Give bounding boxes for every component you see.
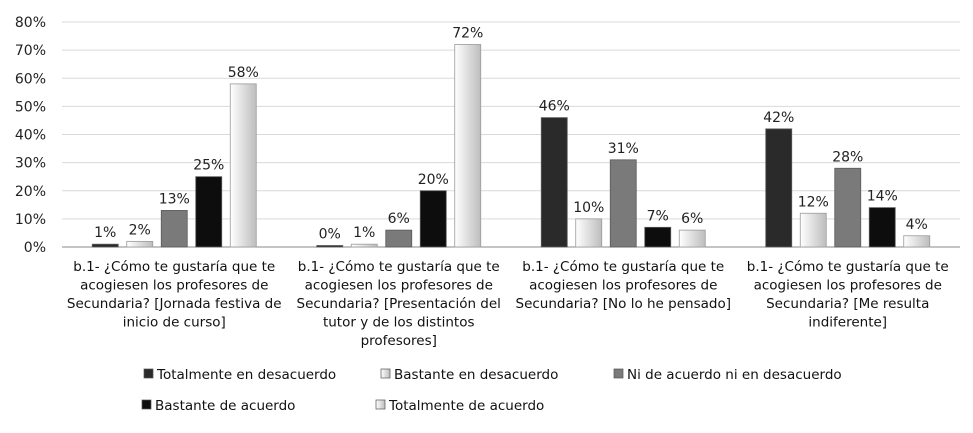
- bar-totalmente-de-acuerdo-4: [903, 235, 931, 248]
- data-label: 6%: [388, 211, 410, 227]
- y-axis: 0% 10% 20% 30% 40% 50% 60% 70% 80%: [15, 15, 46, 256]
- category-label-line: Secundaria? [Jornada festiva de: [67, 296, 282, 312]
- data-label: 25%: [193, 158, 224, 174]
- data-label: 0%: [319, 227, 341, 243]
- legend-label: Totalmente en desacuerdo: [156, 367, 336, 383]
- category-label-line: tutor y de los distintos: [323, 315, 475, 331]
- legend-swatch: [613, 368, 624, 379]
- bar-bastante-en-desacuerdo-4: [799, 212, 827, 248]
- bar-ni-de-acuerdo-ni-en-desacuerdo-1: [160, 210, 188, 248]
- category-label: b.1- ¿Cómo te gustaría que te acogiesen l…: [67, 259, 282, 331]
- data-label: 42%: [763, 110, 794, 126]
- data-label: 31%: [608, 141, 639, 157]
- data-label: 20%: [418, 172, 449, 188]
- legend-swatch: [143, 368, 154, 379]
- y-tick-label: 60%: [15, 71, 46, 87]
- category-label-line: b.1- ¿Cómo te gustaría que te: [747, 259, 949, 275]
- bar-ni-de-acuerdo-ni-en-desacuerdo-3: [609, 159, 637, 248]
- bar-totalmente-de-acuerdo-1: [229, 83, 257, 248]
- y-tick-label: 50%: [15, 99, 46, 115]
- data-label: 10%: [573, 200, 604, 216]
- data-labels: 1% 0% 46% 42% 2% 1% 10% 12% 13% 6% 31% 28% 25% 20% 7% 1…: [94, 26, 928, 243]
- legend-swatch: [380, 368, 391, 379]
- bar-totalmente-en-desacuerdo-3: [540, 117, 568, 248]
- bar-totalmente-en-desacuerdo-1: [91, 243, 119, 248]
- category-label-line: inicio de curso]: [123, 315, 226, 331]
- category-label: b.1- ¿Cómo te gustaría que te acogiesen l…: [297, 259, 501, 349]
- y-tick-label: 80%: [15, 15, 46, 31]
- legend-label: Bastante en desacuerdo: [394, 367, 558, 383]
- bar-ni-de-acuerdo-ni-en-desacuerdo-2: [385, 229, 413, 248]
- data-label: 7%: [647, 208, 669, 224]
- data-label: 2%: [129, 222, 151, 238]
- y-tick-label: 20%: [15, 184, 46, 200]
- y-tick-label: 40%: [15, 128, 46, 144]
- legend-swatch: [375, 399, 386, 410]
- category-label-line: Secundaria? [Presentación del: [297, 296, 501, 312]
- bar-totalmente-de-acuerdo-3: [678, 229, 706, 248]
- legend-label: Ni de acuerdo ni en desacuerdo: [627, 367, 842, 383]
- data-label: 1%: [353, 225, 375, 241]
- category-label-line: b.1- ¿Cómo te gustaría que te: [298, 259, 500, 275]
- bar-bastante-de-acuerdo-3: [644, 226, 672, 248]
- category-label-line: acogiesen los profesores de: [529, 278, 717, 294]
- data-label: 12%: [798, 194, 829, 210]
- category-label-line: acogiesen los profesores de: [80, 278, 268, 294]
- data-label: 6%: [681, 211, 703, 227]
- bar-bastante-en-desacuerdo-1: [126, 240, 154, 248]
- data-label: 13%: [159, 191, 190, 207]
- bar-totalmente-en-desacuerdo-4: [765, 128, 793, 248]
- y-tick-label: 0%: [24, 240, 46, 256]
- legend: Totalmente en desacuerdo Bastante en desa…: [141, 367, 842, 414]
- bar-bastante-en-desacuerdo-3: [575, 218, 603, 248]
- bars: [91, 44, 931, 248]
- data-label: 72%: [452, 26, 483, 42]
- category-label-line: indiferente]: [808, 315, 887, 331]
- category-label-line: profesores]: [361, 333, 437, 349]
- category-label-line: acogiesen los profesores de: [305, 278, 493, 294]
- data-label: 1%: [94, 225, 116, 241]
- x-axis-categories: b.1- ¿Cómo te gustaría que te acogiesen l…: [67, 259, 949, 349]
- bar-totalmente-de-acuerdo-2: [454, 44, 482, 248]
- legend-swatch: [141, 399, 152, 410]
- data-label: 28%: [832, 149, 863, 165]
- y-tick-label: 10%: [15, 212, 46, 228]
- bar-totalmente-en-desacuerdo-2: [316, 245, 344, 248]
- bar-ni-de-acuerdo-ni-en-desacuerdo-4: [834, 167, 862, 248]
- bar-bastante-de-acuerdo-2: [419, 190, 447, 248]
- category-label: b.1- ¿Cómo te gustaría que te acogiesen l…: [516, 259, 732, 312]
- data-label: 14%: [867, 189, 898, 205]
- data-label: 46%: [539, 99, 570, 115]
- category-label-line: Secundaria? [No lo he pensado]: [516, 296, 732, 312]
- category-label-line: b.1- ¿Cómo te gustaría que te: [73, 259, 275, 275]
- data-label: 4%: [906, 217, 928, 233]
- y-tick-label: 70%: [15, 43, 46, 59]
- legend-label: Totalmente de acuerdo: [388, 398, 544, 414]
- category-label: b.1- ¿Cómo te gustaría que te acogiesen l…: [747, 259, 949, 331]
- legend-label: Bastante de acuerdo: [155, 398, 295, 414]
- category-label-line: acogiesen los profesores de: [754, 278, 942, 294]
- bar-bastante-de-acuerdo-1: [195, 176, 223, 248]
- data-label: 58%: [228, 65, 259, 81]
- category-label-line: Secundaria? [Me resulta: [766, 296, 929, 312]
- y-tick-label: 30%: [15, 156, 46, 172]
- bar-bastante-de-acuerdo-4: [868, 207, 896, 248]
- category-label-line: b.1- ¿Cómo te gustaría que te: [522, 259, 724, 275]
- bar-bastante-en-desacuerdo-2: [350, 243, 378, 248]
